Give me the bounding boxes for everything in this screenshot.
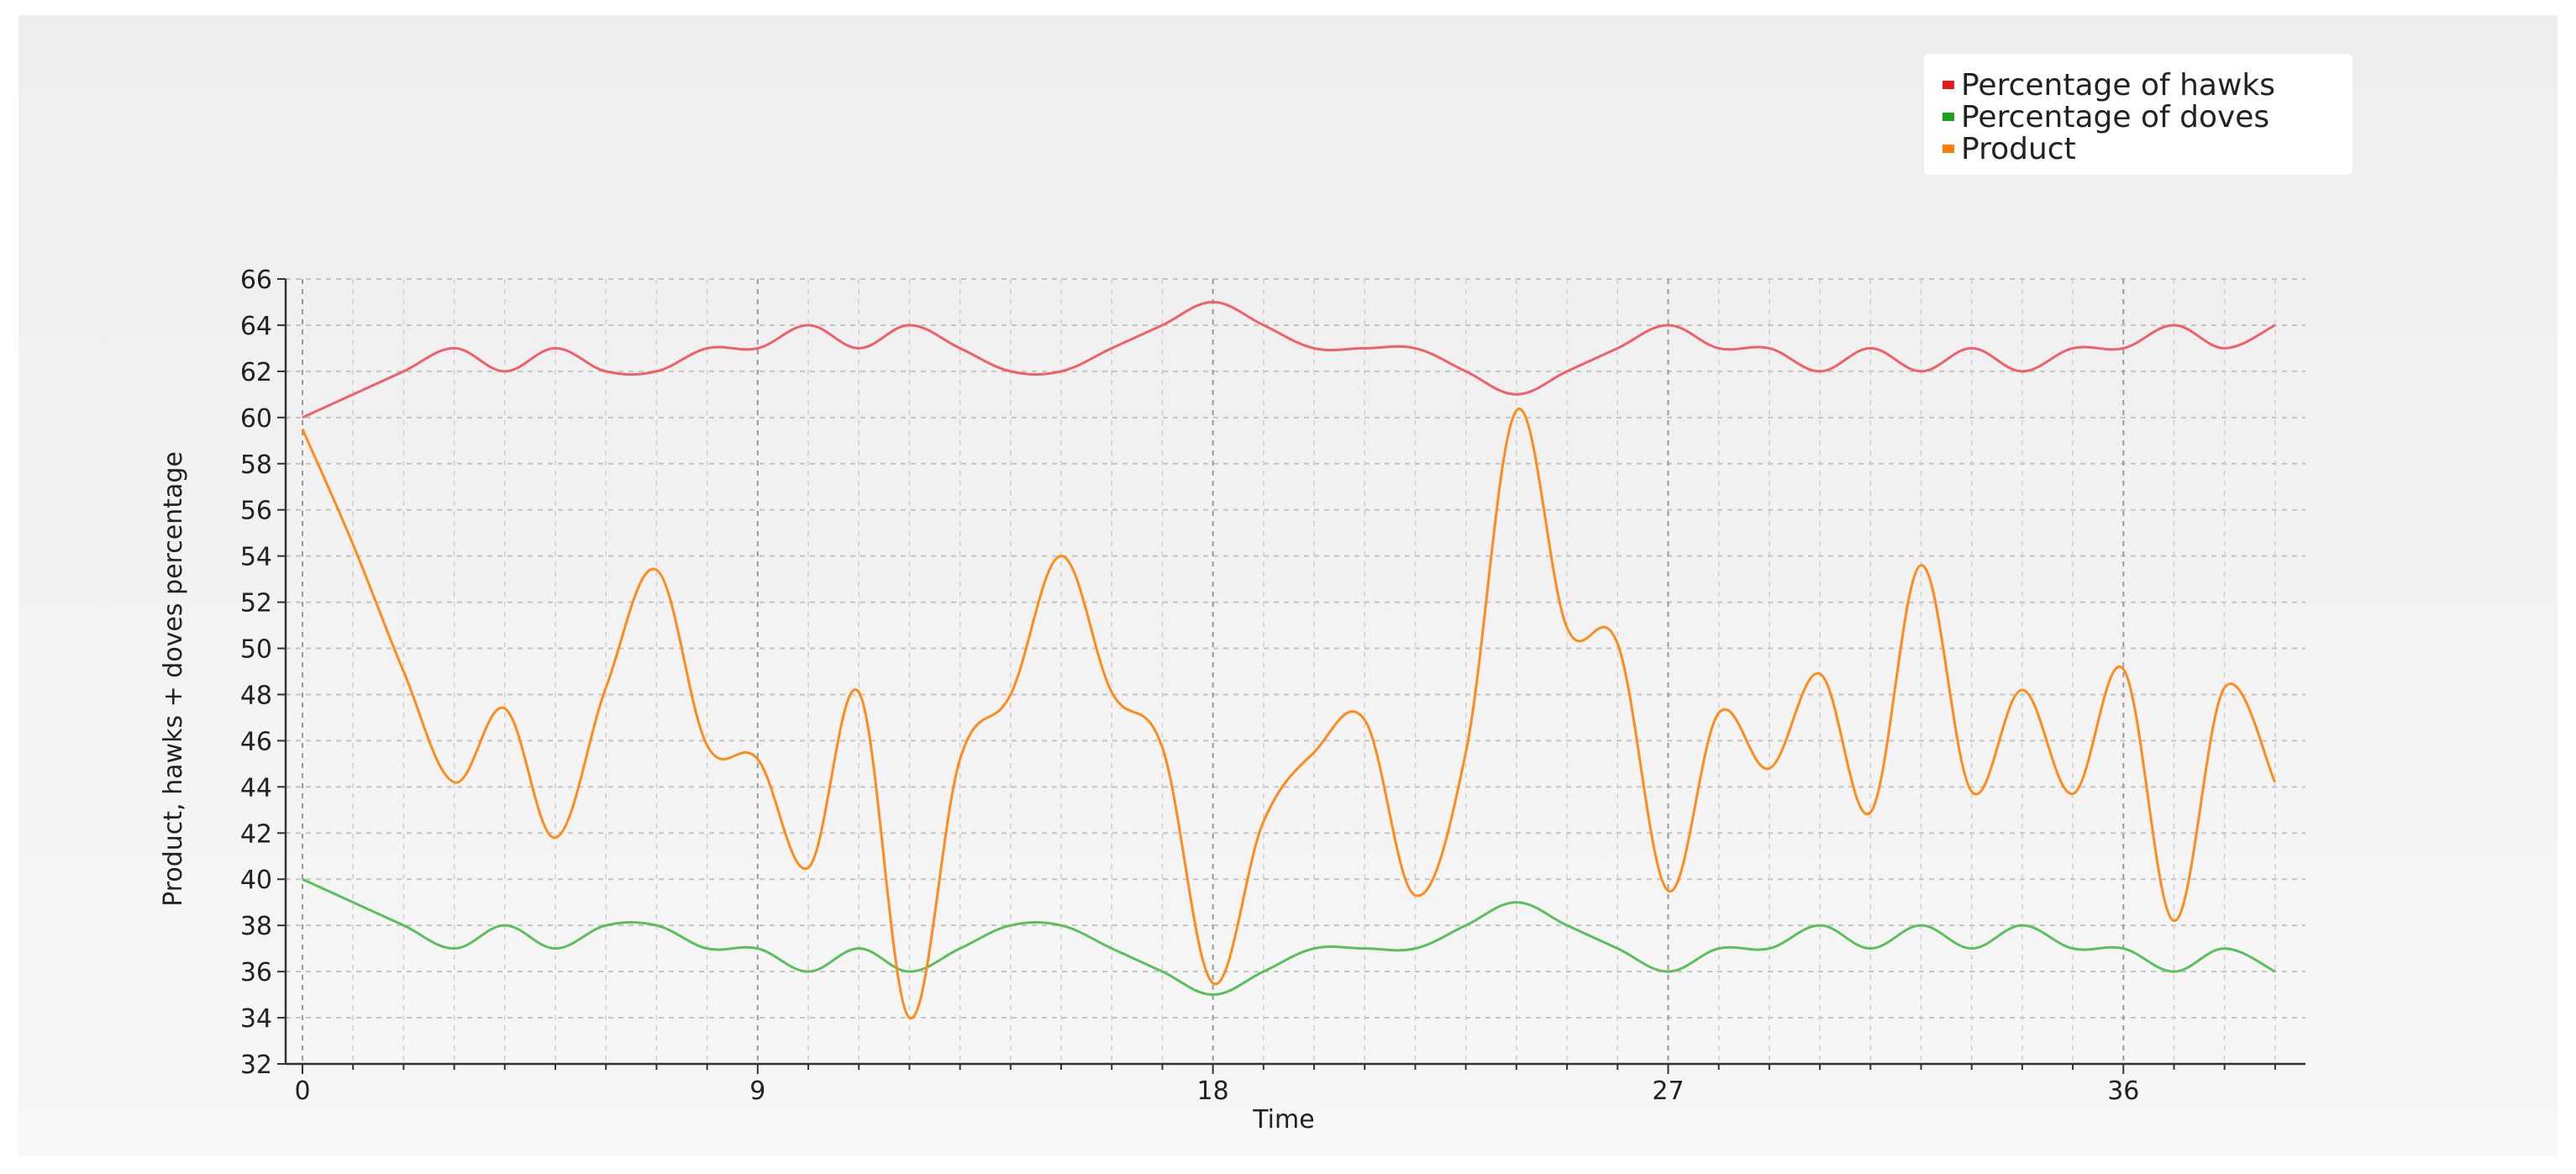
- series-line-hawks: [302, 300, 2276, 419]
- series: [301, 300, 2277, 1019]
- y-tick-label: 50: [240, 635, 272, 665]
- grid: [286, 278, 2305, 1065]
- y-tick-label: 64: [240, 312, 272, 341]
- y-tick-label: 58: [240, 450, 272, 480]
- y-tick-label: 34: [240, 1004, 272, 1034]
- legend-label-doves: Percentage of doves: [1961, 99, 2270, 134]
- y-tick-label: 62: [240, 358, 272, 387]
- x-tick-label: 9: [749, 1077, 765, 1106]
- x-axis-label: Time: [1252, 1105, 1314, 1135]
- y-tick-label: 42: [240, 819, 272, 849]
- y-tick-label: 46: [240, 727, 272, 756]
- y-tick-label: 40: [240, 866, 272, 895]
- y-tick-label: 60: [240, 404, 272, 434]
- chart-panel: 32 34 36 38 40 42 44 46 48 50 52 54 56 58 60 62 64 66 0 9 18…: [18, 15, 2558, 1156]
- legend-item-hawks: Percentage of hawks: [1943, 67, 2276, 103]
- y-tick-label: 36: [240, 958, 272, 987]
- legend-swatch-product: [1943, 145, 1954, 153]
- line-chart: 32 34 36 38 40 42 44 46 48 50 52 54 56 58 60 62 64 66 0 9 18…: [159, 266, 2305, 1135]
- y-tick-label: 32: [240, 1050, 272, 1080]
- legend-label-hawks: Percentage of hawks: [1961, 67, 2276, 103]
- axes: 32 34 36 38 40 42 44 46 48 50 52 54 56 58 60 62 64 66 0 9 18…: [240, 266, 2305, 1106]
- x-tick-label: 36: [2107, 1077, 2139, 1106]
- y-tick-label: 44: [240, 773, 272, 803]
- y-tick-label: 56: [240, 497, 272, 526]
- legend-label-product: Product: [1961, 131, 2076, 166]
- y-tick-label: 66: [240, 266, 272, 295]
- y-tick-label: 54: [240, 543, 272, 572]
- legend-item-doves: Percentage of doves: [1943, 99, 2270, 134]
- series-line-doves: [302, 877, 2276, 997]
- x-tick-label: 0: [294, 1077, 310, 1106]
- y-tick-label: 38: [240, 912, 272, 941]
- legend: Percentage of hawks Percentage of doves …: [1924, 54, 2353, 175]
- legend-swatch-hawks: [1943, 81, 1954, 89]
- series-line-product: [301, 407, 2277, 1019]
- y-tick-label: 52: [240, 589, 272, 619]
- y-tick-label: 48: [240, 681, 272, 710]
- x-tick-label: 18: [1197, 1077, 1229, 1106]
- legend-item-product: Product: [1943, 131, 2076, 166]
- legend-swatch-doves: [1943, 113, 1954, 121]
- x-tick-label: 27: [1652, 1077, 1684, 1106]
- y-axis-label: Product, hawks + doves percentage: [159, 451, 188, 907]
